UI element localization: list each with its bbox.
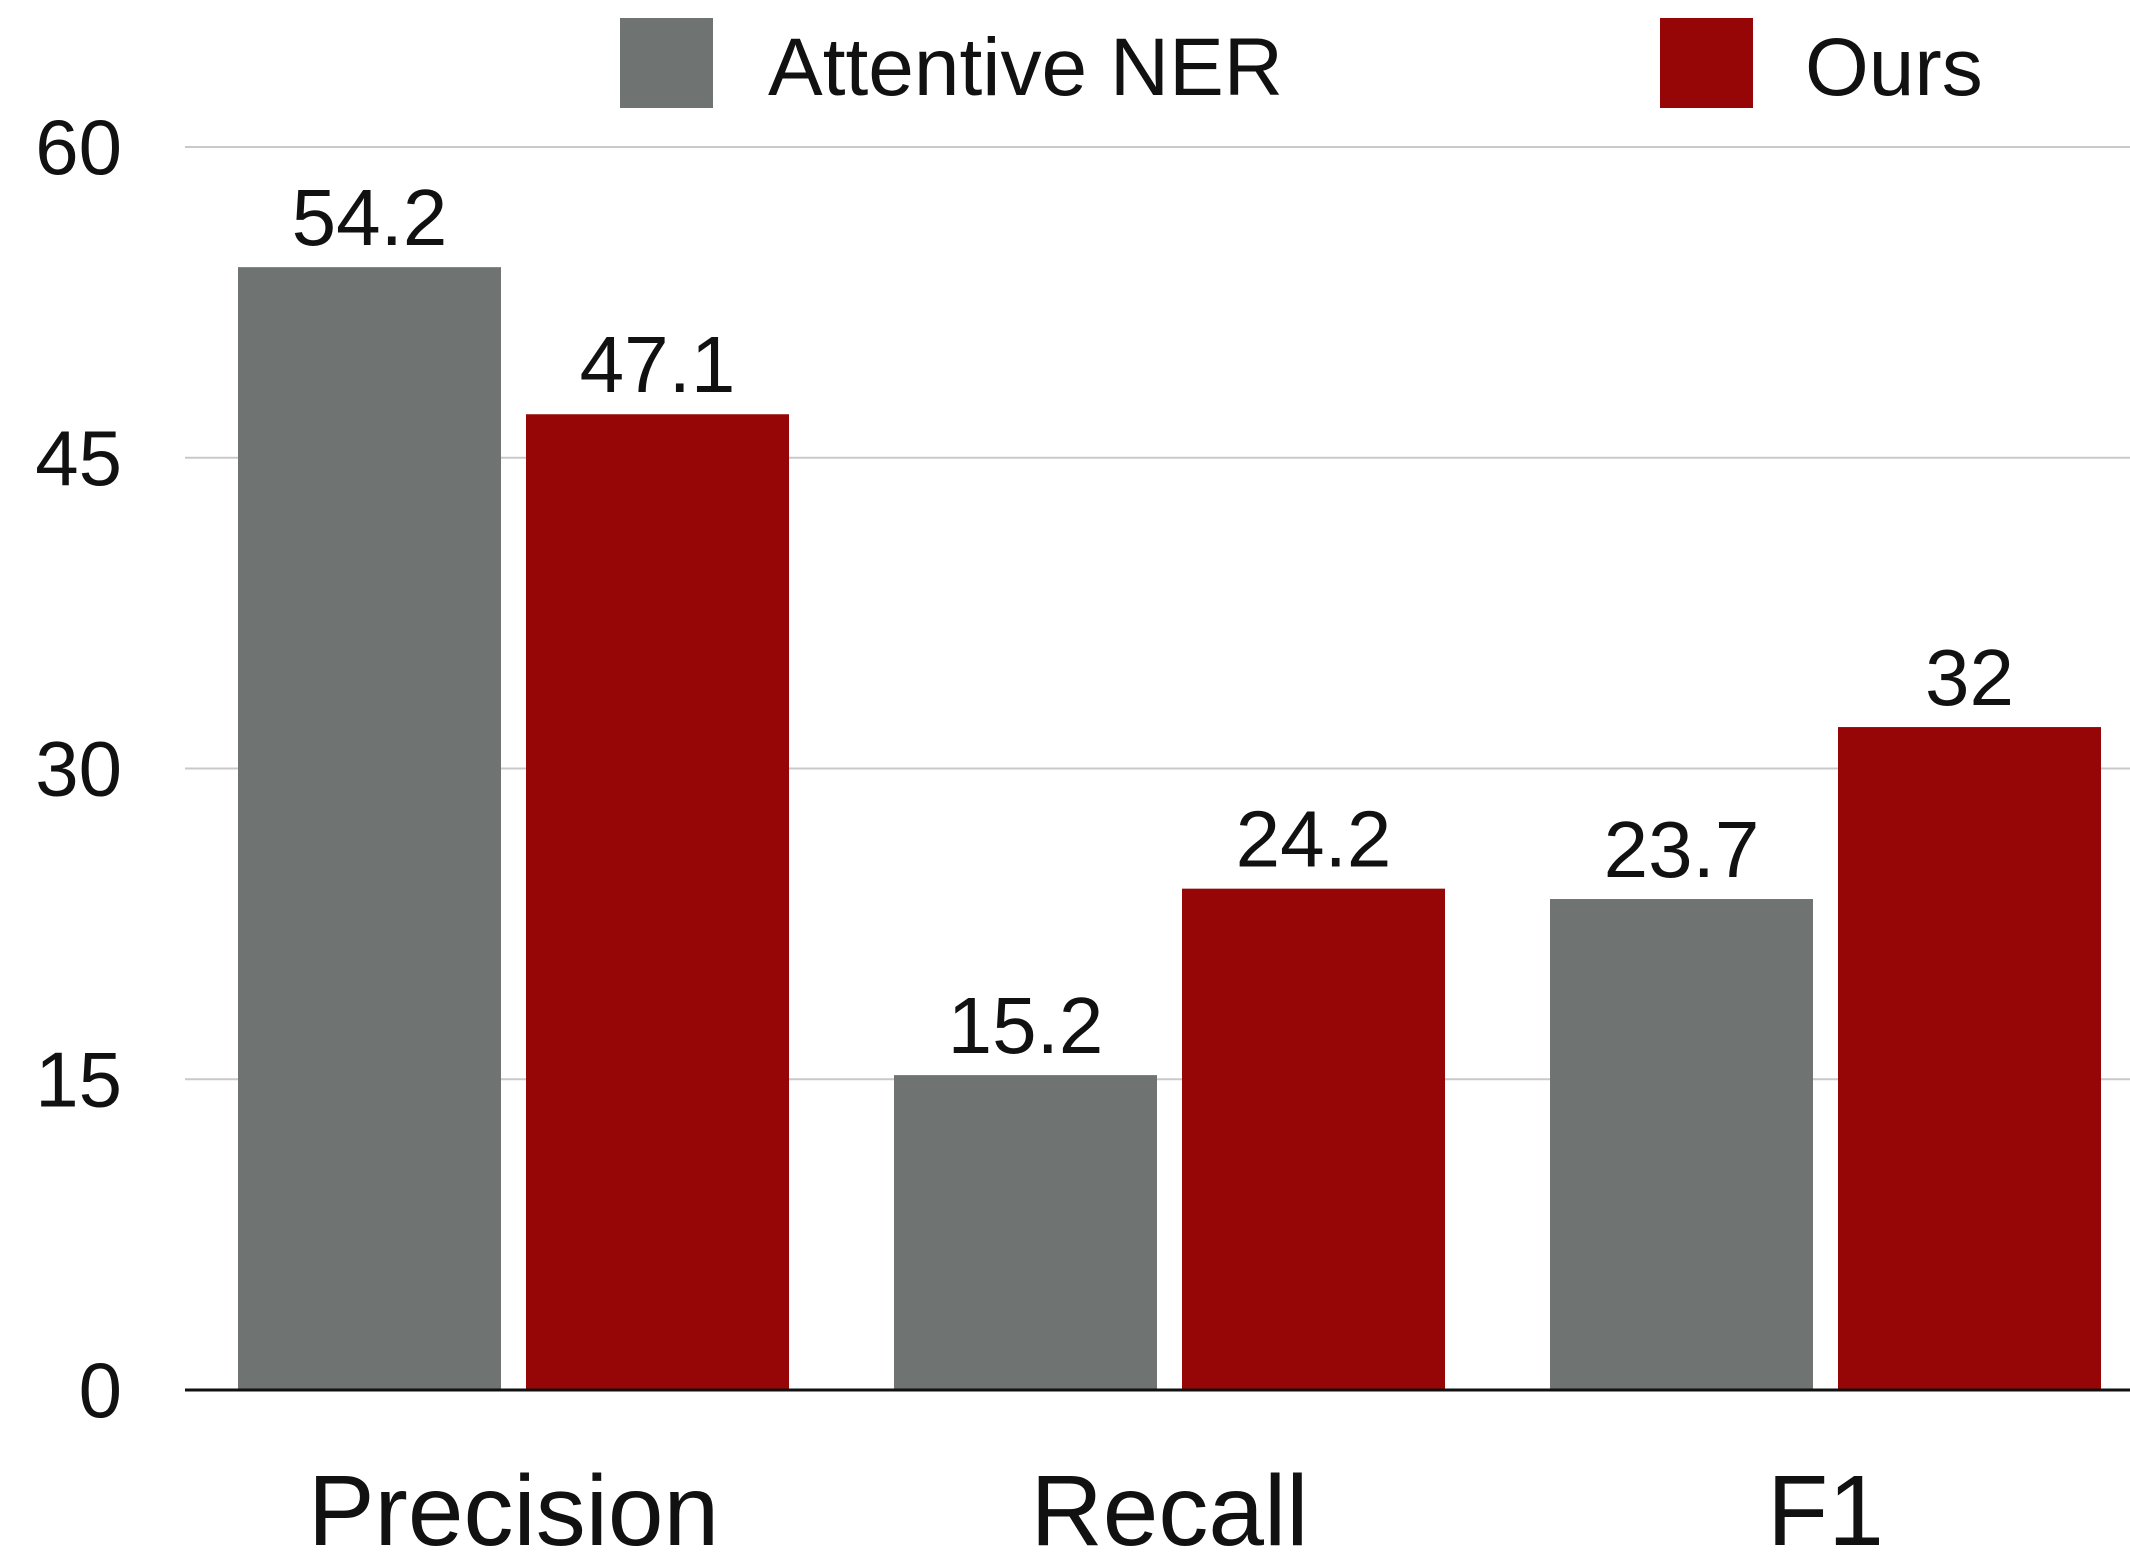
axis-layer: 0 15 30 45 60 Precision Recall F1 [35,103,2130,1562]
y-tick-label: 45 [35,414,122,502]
y-tick-label: 15 [35,1035,122,1123]
data-label: 54.2 [292,173,448,262]
data-label: 24.2 [1236,795,1392,884]
bar-ours-f1 [1838,727,2101,1390]
y-tick-label: 30 [35,725,122,813]
x-tick-label: F1 [1767,1455,1884,1557]
data-label: 23.7 [1604,805,1760,894]
bar-attentive-ner-recall [894,1075,1157,1390]
bar-attentive-ner-precision [238,267,501,1390]
x-tick-label: Precision [308,1455,719,1557]
data-label: 32 [1925,633,2014,722]
legend: Attentive NER Ours [620,18,1983,113]
legend-label: Ours [1805,22,1983,113]
bar-ours-precision [526,414,789,1390]
legend-swatch [620,18,713,108]
data-label: 47.1 [580,320,736,409]
data-label-layer: 54.2 47.1 15.2 24.2 23.7 32 [292,173,2014,1070]
bar-ours-recall [1182,888,1445,1390]
bar-attentive-ner-f1 [1550,899,1813,1390]
bar-layer [238,267,2101,1390]
x-tick-label: Recall [1031,1455,1309,1557]
y-tick-label: 60 [35,103,122,191]
data-label: 15.2 [948,981,1104,1070]
y-tick-label: 0 [79,1346,122,1434]
legend-swatch [1660,18,1753,108]
legend-label: Attentive NER [768,22,1283,113]
